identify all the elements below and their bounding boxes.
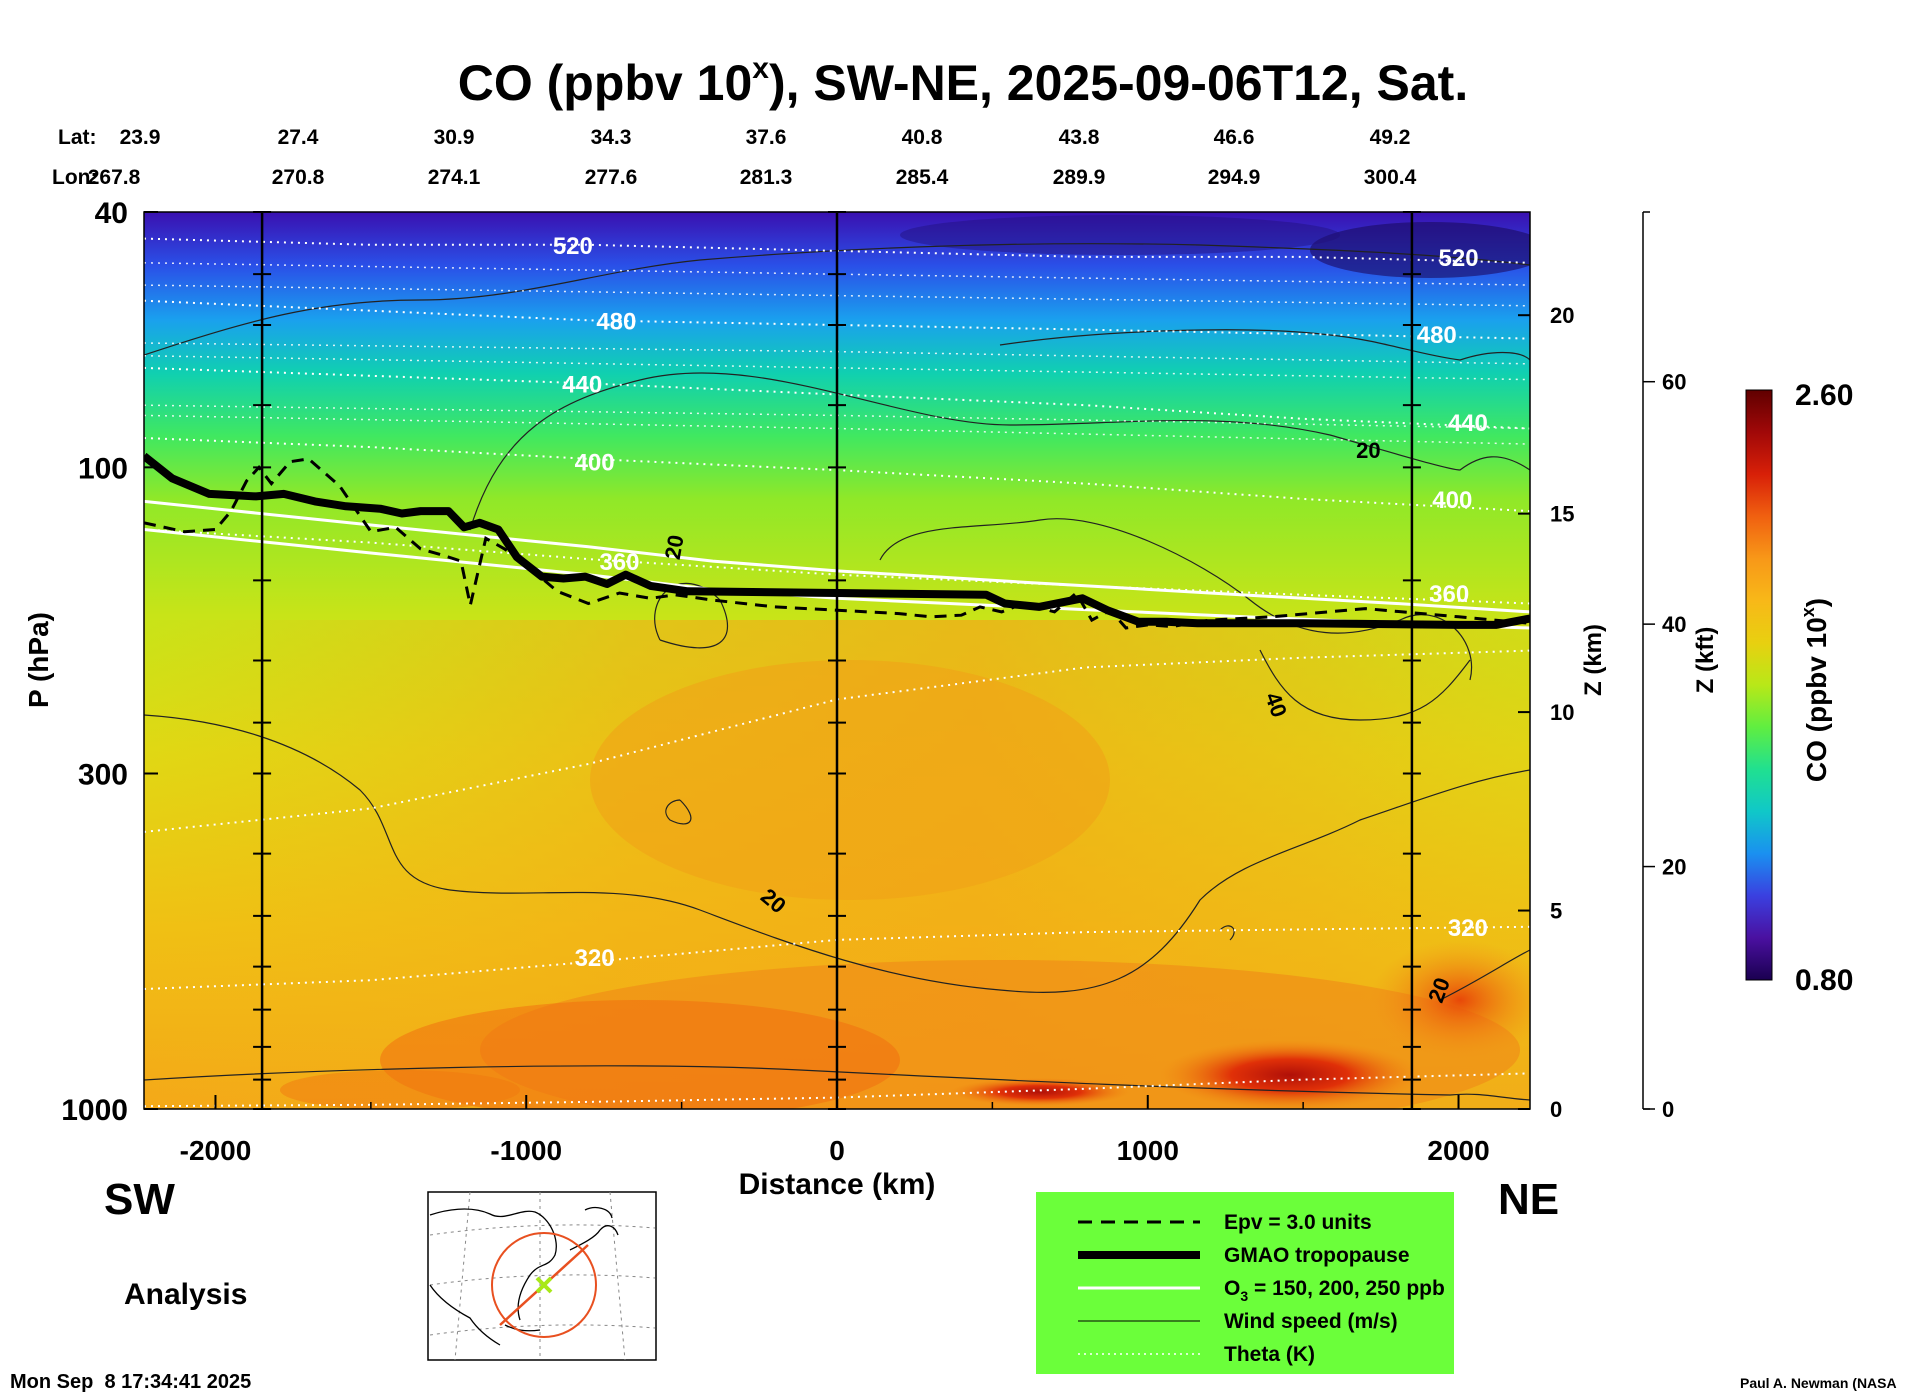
lon-label: Lon: xyxy=(52,166,97,189)
tropopause-contour xyxy=(144,452,1530,629)
z-km-axis: 0 5 10 15 20 xyxy=(1518,303,1574,1122)
lon-value: 281.3 xyxy=(740,166,793,189)
theta-label: 360 xyxy=(599,549,639,576)
colorbar-min-label: 0.80 xyxy=(1795,964,1853,997)
lon-value: 289.9 xyxy=(1053,166,1106,189)
theta-label: 440 xyxy=(562,371,602,398)
wind-label: 20 xyxy=(1356,438,1380,463)
x-tick-label: 0 xyxy=(829,1135,845,1166)
legend-wind-label: Wind speed (m/s) xyxy=(1224,1310,1398,1333)
co-field xyxy=(144,212,1530,1109)
x-tick-label: -1000 xyxy=(490,1135,562,1166)
z-km-tick-label: 15 xyxy=(1550,502,1574,527)
coastline-icon xyxy=(429,1207,619,1346)
lat-value: 40.8 xyxy=(902,126,943,149)
theta-label: 480 xyxy=(596,308,636,335)
vertical-markers xyxy=(253,211,1421,1110)
lon-value: 274.1 xyxy=(428,166,481,189)
colorbar-max-label: 2.60 xyxy=(1795,379,1853,412)
z-kft-axis-label: Z (kft) xyxy=(1692,627,1719,694)
z-km-tick-label: 10 xyxy=(1550,700,1574,725)
lat-label: Lat: xyxy=(58,126,97,149)
z-km-axis-label: Z (km) xyxy=(1580,624,1607,696)
z-kft-tick-label: 40 xyxy=(1662,612,1686,637)
theta-label: 480 xyxy=(1417,322,1457,349)
legend: Epv = 3.0 units GMAO tropopause O3 = 150… xyxy=(1036,1192,1454,1374)
z-kft-tick-label: 20 xyxy=(1662,855,1686,880)
epv-line xyxy=(144,457,1530,630)
z-km-tick-label: 5 xyxy=(1550,899,1562,924)
lat-value: 27.4 xyxy=(278,126,319,149)
wind-label: 20 xyxy=(660,533,689,561)
lon-value: 300.4 xyxy=(1364,166,1417,189)
ne-label: NE xyxy=(1498,1175,1559,1224)
colorbar-label: CO (ppbv 10x) xyxy=(1798,598,1832,782)
legend-ozone-label: O3 = 150, 200, 250 ppb xyxy=(1224,1277,1445,1304)
x-tick-label: 2000 xyxy=(1427,1135,1489,1166)
lon-value: 267.8 xyxy=(88,166,141,189)
theta-label: 320 xyxy=(575,945,615,972)
lon-value: 294.9 xyxy=(1208,166,1261,189)
lat-value: 43.8 xyxy=(1059,126,1100,149)
x-tick-label: 1000 xyxy=(1117,1135,1179,1166)
lat-value: 30.9 xyxy=(434,126,475,149)
theta-labels: 520 520 480 480 440 440 400 400 360 360 320 320 xyxy=(553,233,1488,972)
theta-label: 520 xyxy=(1439,245,1479,272)
y-tick-label: 1000 xyxy=(61,1094,128,1127)
y-tick-label: 100 xyxy=(78,452,128,485)
inset-map xyxy=(427,1191,657,1361)
center-marker-icon xyxy=(535,1276,553,1294)
y-tick-label: 300 xyxy=(78,758,128,791)
z-km-tick-label: 20 xyxy=(1550,303,1574,328)
x-tick-label: -2000 xyxy=(180,1135,252,1166)
x-axis: -2000 -1000 0 1000 2000 xyxy=(180,1095,1490,1166)
chart-title: CO (ppbv 10x), SW-NE, 2025-09-06T12, Sat… xyxy=(458,52,1468,111)
x-axis-label: Distance (km) xyxy=(739,1168,936,1201)
lon-value: 285.4 xyxy=(896,166,949,189)
z-kft-axis: 0 20 40 60 xyxy=(1642,211,1686,1122)
lat-value: 49.2 xyxy=(1370,126,1411,149)
theta-label: 360 xyxy=(1429,581,1469,608)
z-kft-tick-label: 0 xyxy=(1662,1097,1674,1122)
z-kft-tick-label: 60 xyxy=(1662,370,1686,395)
lat-value: 37.6 xyxy=(746,126,787,149)
theta-label: 440 xyxy=(1448,410,1488,437)
y-tick-label: 40 xyxy=(95,197,128,230)
theta-label: 400 xyxy=(1432,487,1472,514)
colorbar xyxy=(1745,389,1773,981)
theta-label: 320 xyxy=(1448,915,1488,942)
lat-value: 46.6 xyxy=(1214,126,1255,149)
legend-epv-label: Epv = 3.0 units xyxy=(1224,1211,1372,1234)
lat-value: 34.3 xyxy=(591,126,632,149)
lon-value: 277.6 xyxy=(585,166,638,189)
lat-value: 23.9 xyxy=(120,126,161,149)
legend-tropopause-label: GMAO tropopause xyxy=(1224,1244,1410,1267)
z-km-tick-label: 0 xyxy=(1550,1097,1562,1122)
epv-contour xyxy=(144,457,1530,630)
lon-values: 267.8 270.8 274.1 277.6 281.3 285.4 289.9 294.9… xyxy=(88,166,1417,189)
credit: Paul A. Newman (NASA xyxy=(1740,1375,1897,1391)
lat-values: 23.9 27.4 30.9 34.3 37.6 40.8 43.8 46.6 49.2 xyxy=(120,126,1411,149)
analysis-label: Analysis xyxy=(124,1278,247,1311)
lon-value: 270.8 xyxy=(272,166,325,189)
tropopause-line xyxy=(144,452,1530,629)
sw-label: SW xyxy=(104,1175,175,1224)
y-axis: 40 100 300 1000 xyxy=(61,197,158,1127)
timestamp: Mon Sep 8 17:34:41 2025 xyxy=(10,1371,251,1393)
y-axis-label: P (hPa) xyxy=(23,612,54,708)
legend-theta-label: Theta (K) xyxy=(1224,1343,1315,1366)
range-circle xyxy=(491,1232,597,1338)
theta-label: 520 xyxy=(553,233,593,260)
theta-label: 400 xyxy=(575,450,615,477)
